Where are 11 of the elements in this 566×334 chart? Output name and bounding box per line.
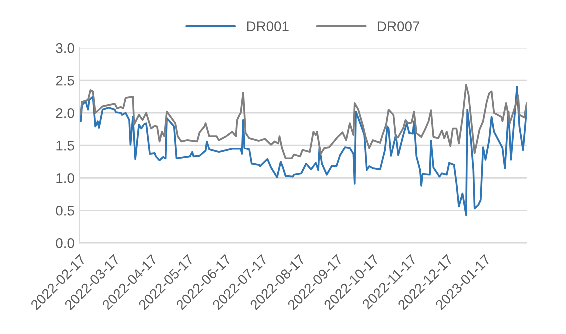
legend-label: DR007 <box>378 22 420 32</box>
line-series <box>80 84 527 160</box>
legend-label: DR001 <box>247 22 289 32</box>
y-tick-label: 2.5 <box>56 76 74 86</box>
y-tick-label: 0.5 <box>56 206 74 216</box>
y-tick-label: 0.0 <box>56 238 74 248</box>
y-tick-label: 1.0 <box>56 173 74 184</box>
line-series <box>80 86 527 216</box>
y-tick-label: 2.0 <box>56 108 74 118</box>
y-tick-label: 1.5 <box>56 141 74 151</box>
y-tick-label: 3.0 <box>56 43 74 54</box>
